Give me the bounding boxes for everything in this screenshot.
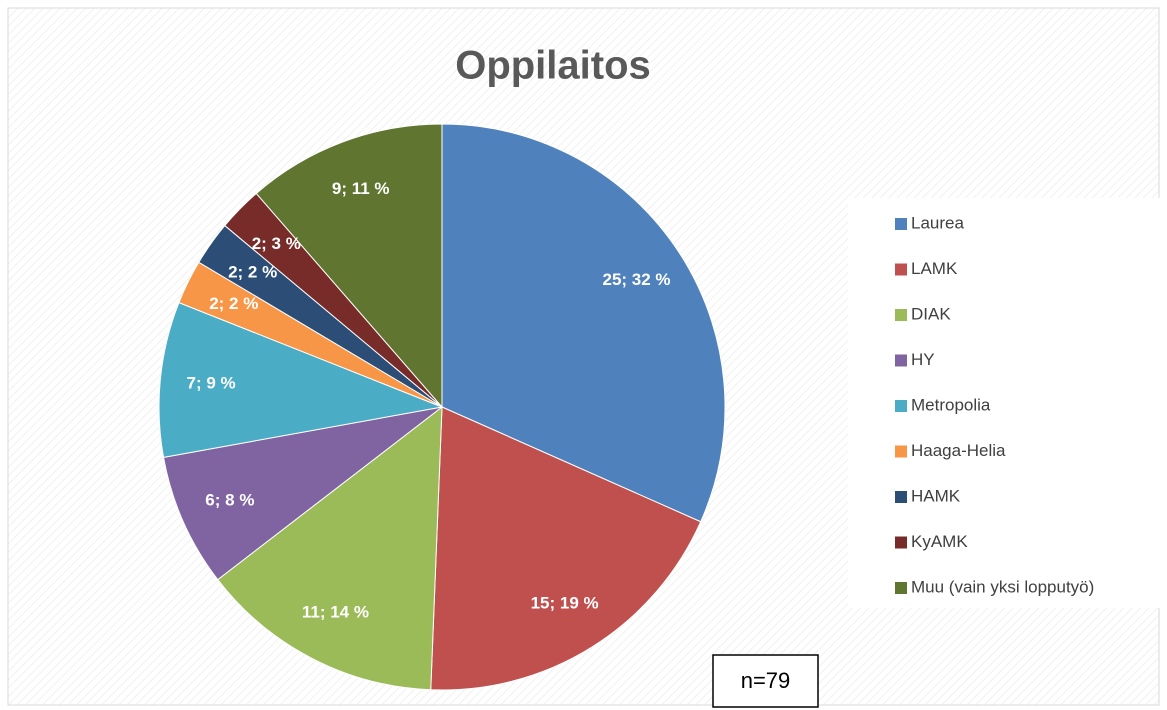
legend-label: DIAK: [911, 304, 951, 323]
slice-label: 2; 3 %: [252, 234, 301, 253]
slice-label: 2; 2 %: [209, 294, 258, 313]
chart-title: Oppilaitos: [455, 44, 651, 88]
legend-label: Metropolia: [911, 395, 991, 414]
legend-label: Laurea: [911, 213, 964, 232]
slice-label: 7; 9 %: [187, 373, 236, 392]
legend-swatch: [895, 263, 907, 276]
slice-label: 6; 8 %: [205, 491, 254, 510]
slice-label: 2; 2 %: [228, 262, 277, 281]
pie-slice: [158, 301, 444, 458]
annotation-box: [712, 654, 819, 708]
legend-label: KyAMK: [911, 532, 968, 551]
slice-label: 11; 14 %: [302, 603, 369, 622]
pie-slice: [255, 123, 443, 409]
legend-swatch: [895, 354, 907, 367]
legend-swatch: [895, 445, 907, 458]
legend-swatch: [895, 400, 907, 412]
pie-slice: [162, 406, 443, 581]
pie-slice: [430, 406, 702, 691]
legend-label: LAMK: [911, 259, 958, 278]
slice-label: 15; 19 %: [531, 593, 599, 612]
annotation: n=79: [741, 668, 791, 693]
legend-swatch: [895, 582, 907, 594]
pie-slice: [441, 123, 726, 523]
legend-label: HY: [911, 350, 935, 369]
slice-label: 25; 32 %: [603, 270, 671, 289]
legend-background: [848, 198, 1160, 608]
legend-swatch: [895, 218, 907, 230]
legend-swatch: [895, 491, 907, 503]
legend-swatch: [895, 309, 907, 321]
legend-label: HAMK: [911, 486, 961, 505]
legend-label: Haaga-Helia: [911, 441, 1006, 460]
legend-label: Muu (vain yksi lopputyö): [911, 577, 1094, 596]
legend-swatch: [895, 536, 907, 549]
slice-label: 9; 11 %: [332, 179, 390, 198]
pie-slice: [217, 405, 443, 691]
